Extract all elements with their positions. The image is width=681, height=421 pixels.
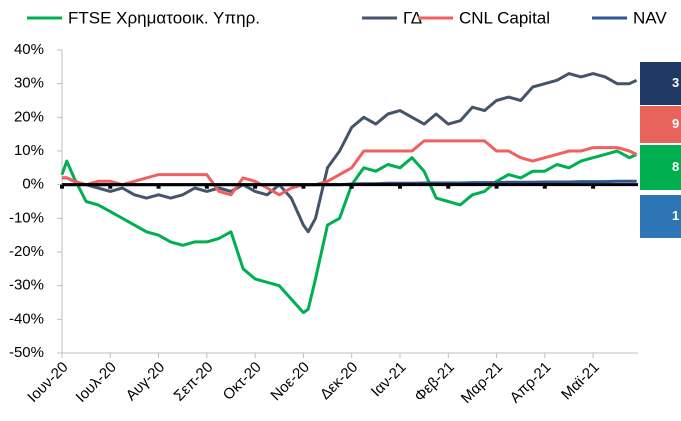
series-line: [62, 72, 638, 234]
end-label: 8: [672, 159, 679, 174]
x-tick-label: Ιουλ-20: [73, 359, 120, 406]
x-tick-label: Σεπ-20: [171, 359, 217, 405]
x-tick-label: Οκτ-20: [220, 359, 265, 404]
x-tick-label: Μαϊ-21: [558, 359, 603, 404]
zero-axis-tick: [494, 184, 499, 189]
y-tick-label: 40%: [14, 41, 44, 58]
end-label: 1: [672, 208, 679, 223]
zero-axis-tick: [301, 184, 306, 189]
legend-label: NAV: [633, 8, 667, 27]
x-tick-label: Φεβ-21: [411, 359, 458, 406]
y-tick-label: 0%: [22, 176, 44, 193]
legend-label: CNL Capital: [459, 8, 550, 27]
y-tick-label: -10%: [9, 209, 44, 226]
end-label-box: [640, 106, 681, 143]
zero-axis-tick: [591, 184, 596, 189]
x-tick-label: Ιαν-21: [368, 359, 410, 401]
y-tick-label: -30%: [9, 277, 44, 294]
zero-axis-tick: [253, 184, 258, 189]
x-tick-label: Απρ-21: [507, 359, 555, 407]
zero-axis-tick: [542, 184, 547, 189]
y-tick-label: 30%: [14, 75, 44, 92]
zero-axis-tick: [446, 184, 451, 189]
x-tick-label: Μαρ-21: [458, 359, 506, 407]
legend-label: FTSE Χρηματοοικ. Υπηρ.: [68, 8, 260, 27]
end-label-box: [640, 62, 681, 105]
y-tick-label: -40%: [9, 310, 44, 327]
x-tick-label: Δεκ-20: [317, 359, 361, 403]
series-line: [60, 149, 638, 315]
y-tick-label: -20%: [9, 243, 44, 260]
zero-axis-tick: [60, 184, 64, 189]
zero-axis-tick: [397, 184, 402, 189]
legend-label: ΓΔ: [403, 8, 422, 27]
zero-axis-tick: [108, 184, 113, 189]
zero-axis-tick: [156, 184, 161, 189]
zero-axis-tick: [349, 184, 354, 189]
y-tick-label: 10%: [14, 142, 44, 159]
end-label: 9: [672, 116, 679, 131]
x-tick-label: Αυγ-20: [123, 359, 169, 405]
y-tick-label: 20%: [14, 108, 44, 125]
end-label: 3: [672, 75, 679, 90]
y-tick-label: -50%: [9, 344, 44, 361]
end-label-box: [640, 195, 681, 238]
x-tick-label: Ιουν-20: [24, 359, 71, 406]
end-label-box: [640, 145, 681, 190]
x-tick-label: Νοε-20: [267, 359, 313, 405]
series-line: [62, 139, 638, 197]
zero-axis-tick: [204, 184, 209, 189]
